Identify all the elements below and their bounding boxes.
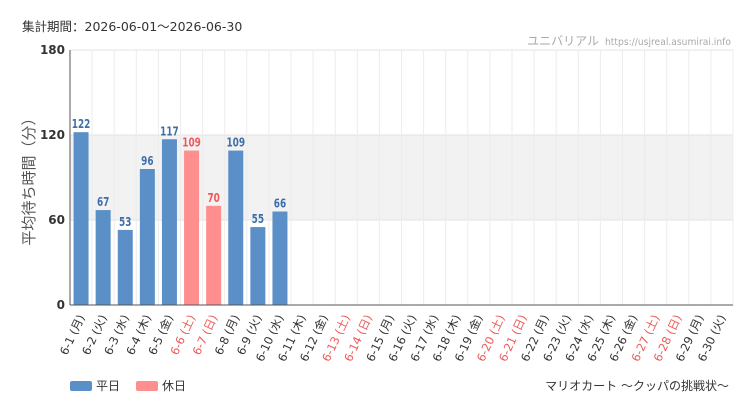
bar bbox=[95, 210, 111, 305]
legend-swatch-holiday bbox=[136, 381, 158, 391]
bar-value-label: 109 bbox=[182, 135, 201, 150]
bar-value-label: 70 bbox=[207, 190, 220, 205]
bar-value-label: 67 bbox=[97, 194, 109, 209]
grid bbox=[69, 49, 734, 305]
bar bbox=[250, 227, 266, 305]
bar bbox=[161, 139, 177, 305]
bar-value-label: 66 bbox=[274, 196, 287, 211]
legend-label-weekday: 平日 bbox=[96, 379, 120, 393]
x-axis-ticks: 6-1 (月)6-2 (火)6-3 (水)6-4 (木)6-5 (金)6-6 (… bbox=[57, 312, 729, 363]
bar bbox=[272, 211, 288, 305]
bar bbox=[139, 169, 155, 305]
bar bbox=[73, 132, 89, 305]
attraction-name: マリオカート ～クッパの挑戦状～ bbox=[545, 379, 729, 393]
bar bbox=[206, 205, 222, 305]
site-url: https://usjreal.asumirai.info bbox=[605, 37, 731, 48]
bar-value-label: 109 bbox=[226, 135, 245, 150]
legend-swatch-weekday bbox=[70, 381, 92, 391]
legend: 平日 休日 bbox=[70, 379, 186, 393]
y-axis-ticks: 0 60 120 180 bbox=[40, 43, 65, 312]
bar-value-label: 96 bbox=[141, 153, 154, 168]
bar-value-label: 122 bbox=[72, 116, 91, 131]
bar-value-label: 117 bbox=[160, 123, 179, 138]
bar bbox=[117, 229, 133, 305]
y-tick-label: 0 bbox=[57, 298, 65, 312]
y-tick-label: 60 bbox=[48, 213, 65, 227]
bar-value-label: 53 bbox=[119, 214, 131, 229]
y-tick-label: 120 bbox=[40, 128, 65, 142]
legend-label-holiday: 休日 bbox=[162, 379, 186, 393]
y-tick-label: 180 bbox=[40, 43, 65, 57]
bar-value-label: 55 bbox=[252, 211, 264, 226]
bar bbox=[184, 150, 200, 305]
y-axis-label: 平均待ち時間（分） bbox=[20, 110, 38, 245]
site-name: ユニバリアル bbox=[527, 34, 599, 48]
bar bbox=[228, 150, 244, 305]
period-label: 集計期間：2026-06-01～2026-06-30 bbox=[22, 19, 242, 34]
